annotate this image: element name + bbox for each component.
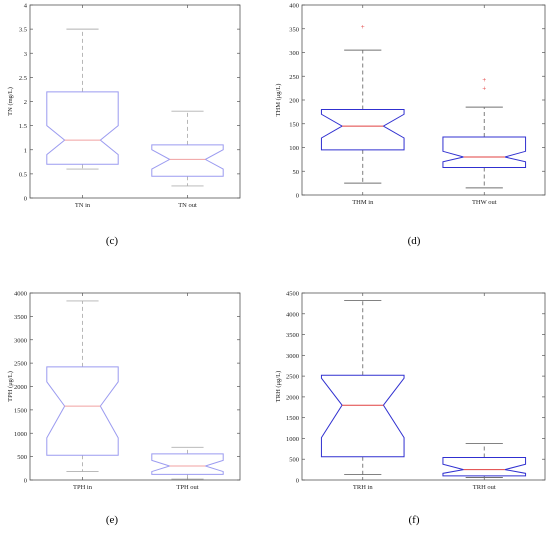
y-tick-label: 4000 [14, 291, 27, 298]
box-0 [46, 28, 119, 170]
panel-3: 0 500 1000 1500 2000 2500 3000 3500 4000 4500 TRH … [275, 291, 546, 491]
y-tick-label: 500 [17, 454, 27, 461]
panel-label: (f) [409, 514, 420, 526]
y-tick-label: 1000 [286, 436, 299, 443]
x-tick-label: TPH out [176, 484, 198, 491]
y-tick-label: 2500 [14, 361, 27, 368]
y-tick-label: 500 [289, 457, 299, 464]
notched-box [442, 457, 527, 477]
box-1 [151, 446, 224, 480]
y-tick-label: 0.5 [19, 171, 27, 178]
y-tick-label: 1000 [14, 431, 27, 438]
y-axis-label: TRH (μg/L) [275, 371, 282, 402]
notched-box [442, 136, 527, 168]
y-tick-label: 3500 [14, 314, 27, 321]
notched-box [46, 366, 119, 456]
outlier-point: + [361, 23, 365, 31]
box-1: ++ [442, 76, 527, 189]
plot-frame [301, 292, 546, 481]
y-axis-label: THM (μg/L) [275, 84, 282, 117]
y-tick-label: 0 [296, 478, 299, 485]
y-tick-label: 350 [289, 26, 299, 33]
y-tick-label: 3000 [286, 353, 299, 360]
y-tick-label: 1500 [14, 407, 27, 414]
y-tick-label: 0 [296, 193, 299, 200]
y-tick-label: 0 [24, 196, 27, 203]
y-tick-label: 200 [289, 98, 299, 105]
notched-box [320, 109, 405, 151]
notched-box [151, 453, 224, 475]
box-1 [151, 110, 224, 187]
panel-label: (c) [106, 235, 119, 247]
box-1 [442, 442, 527, 478]
y-tick-label: 100 [289, 145, 299, 152]
outlier-point: + [482, 76, 486, 84]
y-tick-label: 3000 [14, 337, 27, 344]
x-tick-label: TPH in [73, 484, 93, 491]
box-0 [46, 300, 119, 473]
y-tick-label: 50 [293, 169, 300, 176]
y-tick-label: 4000 [286, 311, 299, 318]
y-axis-label: TPH (μg/L) [7, 371, 14, 402]
y-tick-label: 3500 [286, 332, 299, 339]
y-tick-label: 2.5 [19, 75, 27, 82]
y-tick-label: 2000 [286, 394, 299, 401]
y-tick-label: 3 [24, 51, 27, 58]
plot-frame [29, 292, 241, 481]
x-tick-label: TRH out [473, 484, 496, 491]
panel-0: 0 0.5 1 1.5 2 2.5 3 3.5 4 TN (mg/L) TN in TN out [7, 3, 241, 209]
box-0 [320, 300, 405, 476]
x-tick-label: TN out [178, 202, 197, 209]
y-tick-label: 300 [289, 50, 299, 57]
y-tick-label: 4500 [286, 291, 299, 298]
panel-label: (e) [106, 514, 119, 526]
y-tick-label: 1.5 [19, 123, 27, 130]
panel-1: 0 50 100 150 200 250 300 350 400 THM (μg/L) THM in… [275, 3, 546, 206]
x-tick-label: THM in [352, 199, 374, 206]
x-tick-label: THW out [472, 199, 497, 206]
box-0: + [320, 23, 405, 184]
y-tick-label: 2500 [286, 374, 299, 381]
panel-label: (d) [408, 235, 421, 247]
y-tick-label: 2 [24, 99, 27, 106]
panel-2: 0 500 1000 1500 2000 2500 3000 3500 4000 TPH (μg/… [7, 291, 241, 491]
notched-box [46, 91, 119, 165]
y-tick-label: 250 [289, 74, 299, 81]
notched-box [151, 144, 224, 177]
y-axis-label: TN (mg/L) [7, 87, 14, 116]
outlier-point: + [482, 85, 486, 93]
notched-box [320, 374, 405, 458]
x-tick-label: TN in [75, 202, 91, 209]
y-tick-label: 2000 [14, 384, 27, 391]
y-tick-label: 4 [24, 3, 28, 10]
plot-frame [29, 4, 241, 199]
y-tick-label: 0 [24, 478, 27, 485]
y-tick-label: 400 [289, 3, 299, 10]
plot-frame [301, 4, 546, 196]
y-tick-label: 1500 [286, 415, 299, 422]
x-tick-label: TRH in [353, 484, 373, 491]
y-tick-label: 3.5 [19, 27, 27, 34]
y-tick-label: 150 [289, 121, 299, 128]
y-tick-label: 1 [24, 147, 27, 154]
